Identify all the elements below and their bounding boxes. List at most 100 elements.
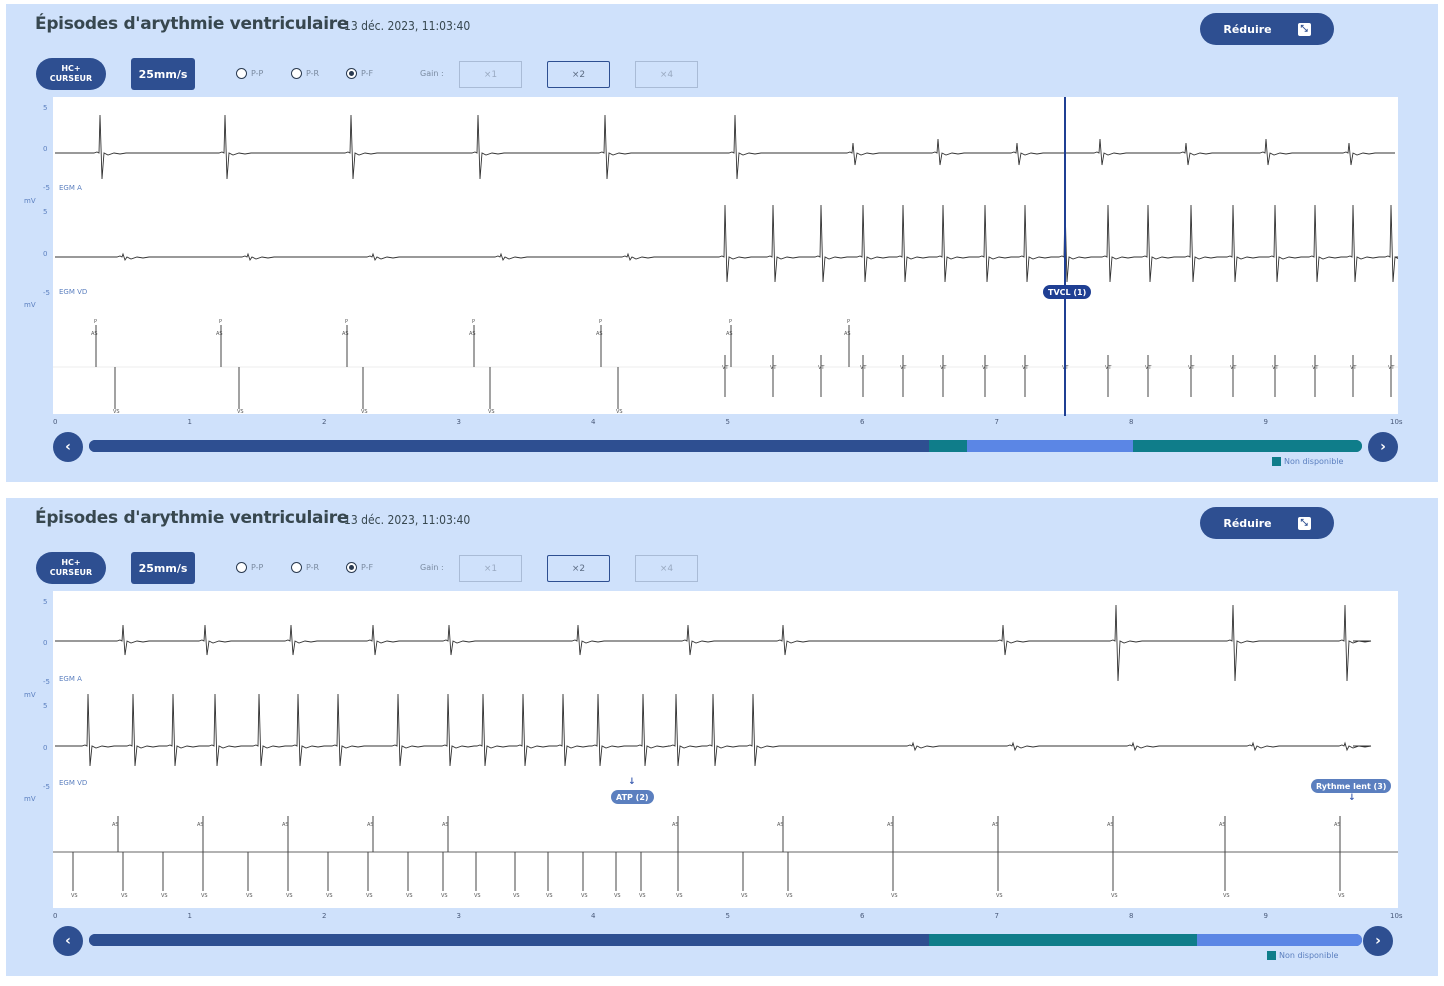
- x-tick: 9: [1263, 418, 1268, 426]
- marker-annotation: VT: [1312, 365, 1319, 371]
- next-button[interactable]: ›: [1363, 926, 1393, 956]
- episode-date: 13 déc. 2023, 11:03:40: [344, 513, 471, 527]
- cursor-button[interactable]: HC+ CURSEUR: [36, 58, 106, 90]
- marker-annotation: VT: [1272, 365, 1279, 371]
- unit-label: mV: [24, 691, 36, 699]
- unit-label: mV: [24, 301, 36, 309]
- tvcl-badge[interactable]: TVCL (1): [1043, 285, 1092, 299]
- reduce-button[interactable]: Réduire ⤡: [1200, 13, 1334, 45]
- timeline-segment[interactable]: [1132, 440, 1362, 452]
- marker-annotation: VS: [237, 409, 244, 414]
- marker-annotation: AS: [197, 822, 204, 828]
- gain-x1-button[interactable]: ×1: [459, 61, 522, 88]
- marker-annotation: AS: [112, 822, 119, 828]
- marker-annotation: VT: [1188, 365, 1195, 371]
- marker-annotation: AS: [596, 331, 603, 337]
- arrow-down-icon: ↓: [1348, 793, 1356, 803]
- marker-annotation: P: [94, 319, 97, 325]
- cursor-line[interactable]: [1064, 97, 1066, 416]
- gain-x2-button[interactable]: ×2: [547, 555, 610, 582]
- marker-annotation: VS: [113, 409, 120, 414]
- timeline-segment[interactable]: [929, 934, 1197, 946]
- timeline-segment[interactable]: [89, 440, 930, 452]
- timeline-segment[interactable]: [89, 934, 930, 946]
- x-tick: 3: [456, 418, 461, 426]
- cursor-label-1: HC+: [61, 558, 81, 567]
- radio-dot-selected: [346, 68, 357, 79]
- radio-pp[interactable]: P-P: [236, 562, 263, 573]
- reduce-button[interactable]: Réduire ⤡: [1200, 507, 1334, 539]
- timeline-segment[interactable]: [929, 440, 968, 452]
- cursor-label-2: CURSEUR: [49, 74, 93, 83]
- radio-pf[interactable]: P-F: [346, 68, 373, 79]
- radio-label: P-F: [361, 69, 374, 78]
- radio-pp[interactable]: P-P: [236, 68, 263, 79]
- radio-dot: [291, 562, 302, 573]
- radio-pr[interactable]: P-R: [291, 562, 319, 573]
- x-tick: 4: [591, 912, 596, 920]
- marker-annotation: VS: [546, 893, 553, 899]
- ecg-plot[interactable]: EGM A EGM VD AS P AS P AS P AS P AS P AS P AS P VS VS VS…: [53, 97, 1398, 414]
- speed-button[interactable]: 25mm/s: [131, 58, 195, 90]
- marker-annotation: VS: [741, 893, 748, 899]
- radio-label: P-F: [361, 563, 374, 572]
- gain-x4-button[interactable]: ×4: [635, 555, 698, 582]
- legend-swatch: [1272, 457, 1281, 466]
- speed-button[interactable]: 25mm/s: [131, 552, 195, 584]
- prev-button[interactable]: ‹: [53, 432, 83, 462]
- legend-label: Non disponible: [1284, 457, 1344, 466]
- ecg-plot[interactable]: EGM A EGM VD AS AS AS AS AS AS AS AS AS AS AS AS VS V…: [53, 591, 1398, 908]
- marker-annotation: VS: [286, 893, 293, 899]
- marker-annotation: VT: [1230, 365, 1237, 371]
- marker-annotation: VS: [614, 893, 621, 899]
- marker-annotation: VT: [1145, 365, 1152, 371]
- marker-annotation: VT: [1022, 365, 1029, 371]
- episode-panel-2: Épisodes d'arythmie ventriculaire 13 déc…: [6, 498, 1438, 976]
- radio-pr[interactable]: P-R: [291, 68, 319, 79]
- marker-annotation: P: [219, 319, 222, 325]
- x-tick: 2: [322, 418, 327, 426]
- chevron-right-icon: ›: [1375, 933, 1381, 949]
- y-tick: 5: [43, 208, 48, 216]
- ecg-traces: AS P AS P AS P AS P AS P AS P AS P VS VS VS VS VS VT VT VT VT V…: [53, 114, 1398, 414]
- marker-annotation: VS: [441, 893, 448, 899]
- timeline-track[interactable]: [89, 440, 1362, 452]
- prev-button[interactable]: ‹: [53, 926, 83, 956]
- radio-label: P-P: [251, 69, 264, 78]
- radio-pf[interactable]: P-F: [346, 562, 373, 573]
- legend: Non disponible: [1272, 457, 1343, 466]
- slow-rhythm-badge[interactable]: Rythme lent (3): [1311, 779, 1392, 793]
- cursor-label-2: CURSEUR: [49, 568, 93, 577]
- radio-dot: [236, 562, 247, 573]
- ecg-trace: [55, 693, 1372, 767]
- marker-annotation: VS: [581, 893, 588, 899]
- timeline-track[interactable]: [89, 934, 1362, 946]
- timeline-segment[interactable]: [1196, 934, 1362, 946]
- marker-annotation: VS: [366, 893, 373, 899]
- atp-badge[interactable]: ATP (2): [611, 790, 654, 804]
- unit-label: mV: [24, 795, 36, 803]
- gain-x2-button[interactable]: ×2: [547, 61, 610, 88]
- marker-annotation: AS: [1107, 822, 1114, 828]
- timeline-segment[interactable]: [967, 440, 1133, 452]
- marker-annotation: VT: [722, 365, 729, 371]
- legend: Non disponible: [1267, 951, 1338, 960]
- chevron-right-icon: ›: [1380, 439, 1386, 455]
- marker-annotation: AS: [992, 822, 999, 828]
- marker-annotation: P: [847, 319, 850, 325]
- x-tick: 7: [994, 418, 999, 426]
- cursor-button[interactable]: HC+ CURSEUR: [36, 552, 106, 584]
- marker-annotation: AS: [887, 822, 894, 828]
- marker-annotation: VS: [639, 893, 646, 899]
- cursor-label-1: HC+: [61, 64, 81, 73]
- reduce-label: Réduire: [1223, 516, 1272, 530]
- gain-x4-button[interactable]: ×4: [635, 61, 698, 88]
- marker-annotation: AS: [282, 822, 289, 828]
- ecg-trace: [55, 604, 1372, 682]
- gain-x1-button[interactable]: ×1: [459, 555, 522, 582]
- x-tick: 0: [53, 912, 58, 920]
- next-button[interactable]: ›: [1368, 432, 1398, 462]
- y-tick: 0: [43, 744, 48, 752]
- panel-title: Épisodes d'arythmie ventriculaire: [35, 14, 349, 34]
- ecg-traces: AS AS AS AS AS AS AS AS AS AS AS AS VS VS VS VS VS VS VS VS…: [53, 604, 1398, 899]
